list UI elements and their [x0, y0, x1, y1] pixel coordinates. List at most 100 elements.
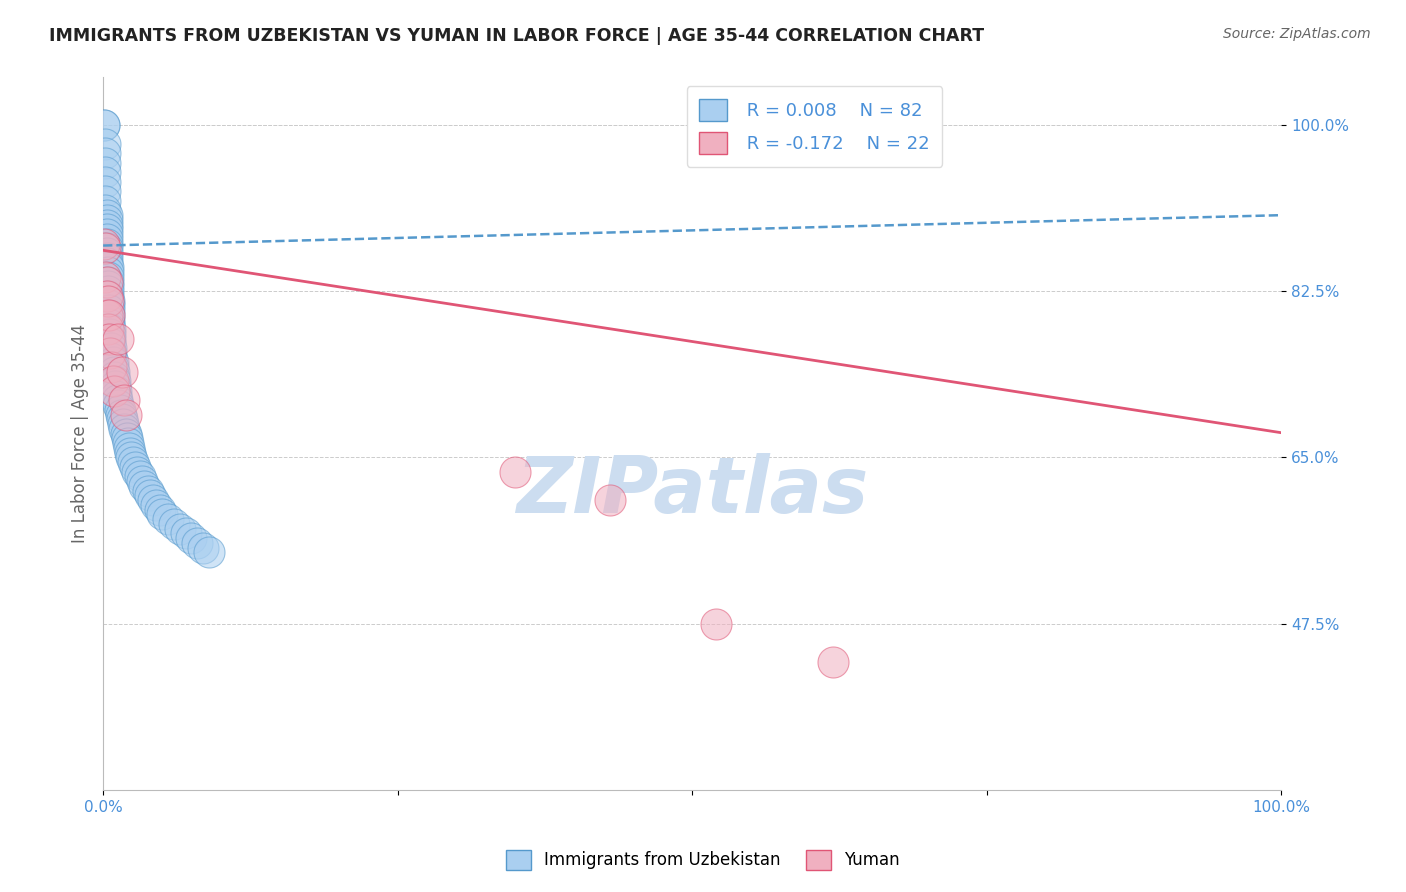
Point	[94, 185, 117, 199]
Point	[115, 431, 138, 445]
Point	[93, 118, 115, 132]
Point	[186, 536, 208, 550]
Point	[96, 208, 118, 222]
Point	[97, 269, 120, 284]
Point	[107, 332, 129, 346]
Point	[96, 222, 118, 236]
Point	[704, 616, 727, 631]
Point	[139, 488, 162, 502]
Point	[198, 545, 221, 559]
Point	[105, 389, 128, 403]
Point	[96, 275, 118, 289]
Point	[98, 308, 121, 322]
Point	[96, 218, 118, 232]
Point	[97, 322, 120, 336]
Point	[94, 146, 117, 161]
Point	[96, 213, 118, 227]
Point	[100, 360, 122, 375]
Point	[94, 203, 117, 218]
Point	[94, 165, 117, 179]
Point	[103, 369, 125, 384]
Point	[149, 502, 172, 516]
Point	[101, 360, 124, 375]
Point	[112, 417, 135, 431]
Point	[97, 260, 120, 275]
Point	[100, 346, 122, 360]
Point	[94, 175, 117, 189]
Point	[98, 298, 121, 312]
Point	[111, 412, 134, 426]
Point	[180, 531, 202, 545]
Point	[505, 465, 527, 479]
Point	[94, 269, 117, 284]
Point	[101, 375, 124, 389]
Point	[193, 541, 215, 555]
Point	[131, 474, 153, 488]
Point	[97, 279, 120, 293]
Point	[599, 493, 621, 508]
Point	[105, 384, 128, 398]
Text: ZIPatlas: ZIPatlas	[516, 452, 869, 529]
Legend:  R = 0.008    N = 82,  R = -0.172    N = 22: R = 0.008 N = 82, R = -0.172 N = 22	[686, 87, 942, 167]
Point	[93, 118, 115, 132]
Point	[96, 227, 118, 242]
Point	[120, 445, 142, 459]
Point	[98, 332, 121, 346]
Point	[823, 655, 845, 669]
Point	[98, 308, 121, 322]
Point	[150, 508, 173, 522]
Point	[96, 251, 118, 265]
Point	[120, 450, 142, 465]
Point	[94, 156, 117, 170]
Point	[124, 459, 146, 474]
Point	[93, 236, 115, 251]
Point	[97, 284, 120, 298]
Point	[101, 355, 124, 369]
Point	[174, 526, 197, 541]
Legend: Immigrants from Uzbekistan, Yuman: Immigrants from Uzbekistan, Yuman	[499, 843, 907, 877]
Point	[100, 351, 122, 365]
Point	[114, 408, 136, 422]
Point	[98, 303, 121, 318]
Point	[142, 493, 165, 508]
Point	[96, 308, 118, 322]
Point	[111, 365, 134, 379]
Point	[96, 255, 118, 269]
Point	[112, 393, 135, 408]
Point	[104, 375, 127, 389]
Text: IMMIGRANTS FROM UZBEKISTAN VS YUMAN IN LABOR FORCE | AGE 35-44 CORRELATION CHART: IMMIGRANTS FROM UZBEKISTAN VS YUMAN IN L…	[49, 27, 984, 45]
Point	[112, 422, 135, 436]
Point	[96, 246, 118, 260]
Text: Source: ZipAtlas.com: Source: ZipAtlas.com	[1223, 27, 1371, 41]
Point	[136, 483, 159, 498]
Point	[104, 379, 127, 393]
Point	[96, 241, 118, 255]
Point	[127, 465, 149, 479]
Point	[103, 384, 125, 398]
Point	[94, 194, 117, 208]
Point	[110, 408, 132, 422]
Point	[118, 441, 141, 455]
Point	[94, 136, 117, 151]
Point	[98, 336, 121, 351]
Point	[97, 293, 120, 308]
Point	[98, 293, 121, 308]
Point	[98, 318, 121, 332]
Point	[121, 455, 143, 469]
Point	[94, 241, 117, 255]
Point	[114, 426, 136, 441]
Point	[128, 469, 150, 483]
Point	[117, 436, 139, 450]
Point	[105, 393, 128, 408]
Point	[169, 522, 191, 536]
Point	[107, 398, 129, 412]
Point	[97, 265, 120, 279]
Point	[98, 346, 121, 360]
Point	[98, 322, 121, 336]
Point	[97, 275, 120, 289]
Point	[103, 365, 125, 379]
Point	[108, 403, 131, 417]
Point	[156, 512, 179, 526]
Point	[97, 289, 120, 303]
Point	[100, 341, 122, 355]
